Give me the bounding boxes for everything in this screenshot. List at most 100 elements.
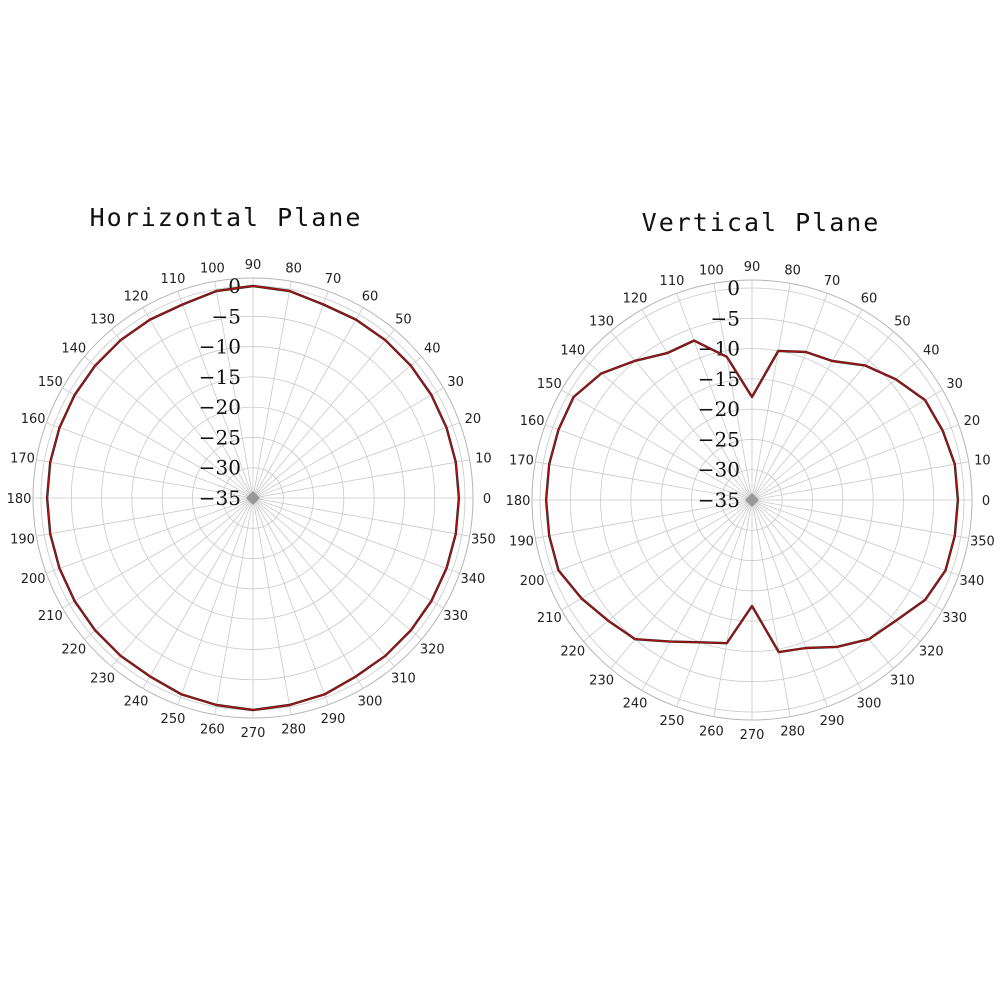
vertical-angle-label: 310 bbox=[890, 673, 915, 688]
vertical-angle-label: 110 bbox=[660, 274, 685, 289]
vertical-radial-tick-label: 0 bbox=[727, 276, 740, 300]
horizontal-angle-label: 30 bbox=[447, 375, 464, 390]
vertical-data-point bbox=[924, 598, 927, 601]
horizontal-spoke bbox=[84, 356, 254, 499]
horizontal-data-point bbox=[454, 532, 457, 535]
vertical-grid bbox=[531, 279, 973, 721]
horizontal-data-point bbox=[46, 497, 49, 499]
horizontal-data-point bbox=[409, 629, 412, 632]
vertical-data-point bbox=[580, 597, 583, 600]
horizontal-center-marker bbox=[246, 491, 260, 505]
horizontal-data-point bbox=[119, 339, 122, 342]
vertical-spoke bbox=[583, 358, 753, 501]
vertical-spoke bbox=[713, 283, 753, 501]
horizontal-data-point bbox=[215, 290, 218, 293]
horizontal-data-point bbox=[94, 629, 97, 632]
horizontal-spoke bbox=[36, 497, 254, 537]
horizontal-spoke bbox=[252, 497, 460, 574]
horizontal-angle-label: 150 bbox=[38, 375, 63, 390]
horizontal-spoke bbox=[177, 497, 254, 705]
vertical-angle-label: 70 bbox=[824, 274, 841, 289]
vertical-radial-tick-label: −30 bbox=[698, 458, 740, 482]
horizontal-spoke bbox=[46, 497, 254, 574]
horizontal-spoke bbox=[111, 329, 254, 499]
horizontal-radial-tick-label: −5 bbox=[212, 304, 241, 328]
horizontal-data-point bbox=[73, 599, 76, 602]
vertical-data-point bbox=[607, 619, 610, 622]
horizontal-spoke bbox=[84, 497, 254, 640]
horizontal-radial-tick-label: −25 bbox=[199, 425, 241, 449]
vertical-spoke bbox=[751, 499, 959, 576]
vertical-angle-label: 150 bbox=[537, 377, 562, 392]
horizontal-data-point bbox=[384, 654, 387, 657]
horizontal-data-point bbox=[252, 285, 254, 287]
horizontal-angle-label: 160 bbox=[21, 412, 46, 427]
horizontal-spoke bbox=[252, 356, 422, 499]
horizontal-spoke bbox=[252, 497, 470, 537]
vertical-spoke bbox=[561, 499, 753, 611]
vertical-angle-label: 100 bbox=[699, 264, 724, 279]
vertical-angle-label: 190 bbox=[509, 535, 534, 550]
horizontal-data-point bbox=[149, 675, 152, 678]
vertical-spoke bbox=[751, 389, 943, 501]
vertical-radial-tick-label: −10 bbox=[698, 337, 740, 361]
horizontal-angle-label: 190 bbox=[10, 533, 35, 548]
vertical-angle-label: 0 bbox=[982, 494, 990, 509]
horizontal-radial-tick-label: −35 bbox=[199, 486, 241, 510]
vertical-spoke bbox=[751, 293, 828, 501]
vertical-radial-tick-label: −35 bbox=[698, 488, 740, 512]
horizontal-data-point bbox=[409, 364, 412, 367]
horizontal-angle-label: 310 bbox=[391, 671, 416, 686]
horizontal-radial-tick-label: −15 bbox=[199, 365, 241, 389]
vertical-spoke bbox=[535, 499, 753, 539]
vertical-spoke bbox=[751, 499, 921, 642]
vertical-spoke bbox=[751, 461, 969, 501]
vertical-data-point bbox=[777, 651, 780, 654]
horizontal-angle-label: 120 bbox=[124, 289, 149, 304]
horizontal-angle-label: 50 bbox=[395, 313, 412, 328]
vertical-spoke bbox=[751, 499, 894, 669]
vertical-angle-label: 230 bbox=[589, 673, 614, 688]
horizontal-radial-tick-label: 0 bbox=[228, 274, 241, 298]
vertical-radial-tick-label: −25 bbox=[698, 427, 740, 451]
horizontal-angle-label: 90 bbox=[245, 258, 262, 273]
horizontal-spoke bbox=[252, 281, 292, 499]
vertical-angle-label: 240 bbox=[623, 697, 648, 712]
horizontal-angle-label: 250 bbox=[161, 712, 186, 727]
vertical-data-point bbox=[557, 428, 560, 431]
vertical-spoke bbox=[545, 424, 753, 501]
vertical-angle-label: 330 bbox=[942, 611, 967, 626]
horizontal-angle-label: 70 bbox=[325, 272, 342, 287]
horizontal-angle-label: 290 bbox=[321, 712, 346, 727]
horizontal-data-point bbox=[215, 703, 218, 706]
horizontal-spoke bbox=[252, 307, 364, 499]
vertical-angle-label: 200 bbox=[520, 574, 545, 589]
horizontal-spoke bbox=[46, 422, 254, 499]
vertical-radial-tick-label: −20 bbox=[698, 397, 740, 421]
vertical-data-point bbox=[548, 463, 551, 466]
vertical-data-point bbox=[924, 399, 927, 402]
vertical-spoke bbox=[751, 499, 791, 717]
horizontal-angle-label: 230 bbox=[90, 671, 115, 686]
horizontal-data-point bbox=[49, 532, 52, 535]
vertical-angle-label: 170 bbox=[509, 453, 534, 468]
vertical-angle-label: 320 bbox=[919, 644, 944, 659]
vertical-spoke bbox=[751, 358, 921, 501]
vertical-spoke bbox=[751, 499, 943, 611]
horizontal-data-point bbox=[384, 339, 387, 342]
horizontal-plane-title: Horizontal Plane bbox=[89, 203, 363, 232]
vertical-center-marker bbox=[745, 493, 759, 507]
vertical-angle-label: 270 bbox=[740, 728, 765, 743]
horizontal-data-point bbox=[430, 599, 433, 602]
vertical-data-point bbox=[600, 372, 603, 375]
vertical-spoke bbox=[751, 309, 863, 501]
vertical-radial-tick-label: −5 bbox=[711, 306, 740, 330]
vertical-data-point bbox=[953, 463, 956, 466]
horizontal-angle-label: 200 bbox=[21, 572, 46, 587]
vertical-data-point bbox=[751, 605, 753, 607]
vertical-angle-label: 30 bbox=[946, 377, 963, 392]
horizontal-radial-tick-label: −10 bbox=[199, 335, 241, 359]
vertical-spoke bbox=[713, 499, 753, 717]
horizontal-angle-label: 270 bbox=[241, 726, 266, 741]
